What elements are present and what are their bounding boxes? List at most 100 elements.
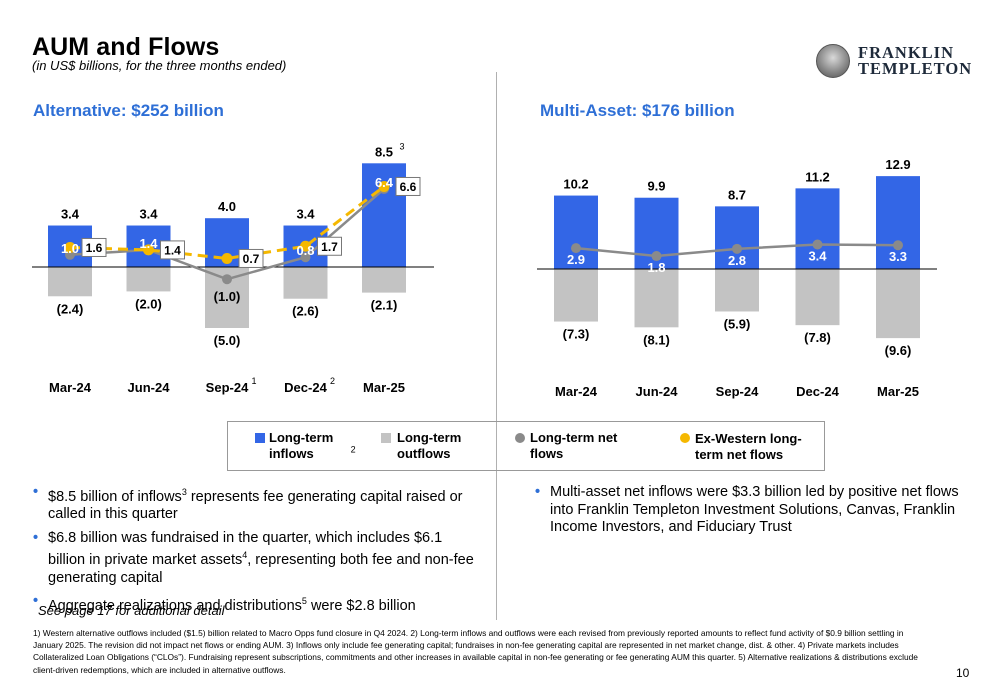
ex-western-flow-label: 0.7 — [243, 252, 260, 266]
legend-outflows-label: Long-term outflows — [397, 430, 462, 461]
panel-divider — [496, 72, 497, 620]
outflow-bar — [715, 269, 759, 312]
outflow-value-label: (2.6) — [292, 304, 319, 319]
logo-wordmark: FRANKLIN TEMPLETON — [858, 43, 973, 78]
x-tick-label: Jun-24 — [636, 384, 679, 399]
footnote-superscript: 3 — [399, 141, 404, 151]
net-flow-label: 1.4 — [139, 236, 158, 251]
bullet-item: Multi-asset net inflows were $3.3 billio… — [535, 484, 975, 537]
inflow-value-label: 8.5 — [375, 144, 393, 159]
footnotes: 1) Western alternative outflows included… — [33, 628, 918, 675]
x-tick-label: Dec-24 — [796, 384, 839, 399]
net-flow-label: 6.4 — [375, 175, 394, 190]
bullet-item: $6.8 billion was fundraised in the quart… — [33, 530, 483, 587]
alternative-flows-chart: 1.0 1.4 0.8 6.4 (1.0) 1.6 1.4 0.7 1.7 6.6 3.4 3.4 4.… — [32, 141, 434, 395]
ex-western-flow-point — [143, 244, 154, 256]
outflow-bar — [554, 269, 598, 322]
net-flow-point — [222, 274, 232, 285]
net-flow-point — [300, 252, 311, 263]
outflow-value-label: (5.9) — [724, 316, 751, 331]
alternative-chart-title: Alternative: $252 billion — [33, 101, 224, 120]
ex-western-flow-label: 6.6 — [400, 180, 417, 194]
outflow-value-label: (5.0) — [214, 333, 241, 348]
net-flow-point — [651, 251, 662, 262]
inflow-value-label: 3.4 — [61, 207, 80, 222]
inflow-value-label: 12.9 — [885, 157, 910, 172]
outflow-bar — [634, 269, 679, 328]
logo-line-2: TEMPLETON — [858, 59, 973, 78]
franklin-portrait-icon — [816, 44, 850, 78]
inflow-value-label: 10.2 — [563, 177, 588, 192]
outflow-value-label: (2.0) — [135, 296, 162, 311]
multi-asset-chart-title: Multi-Asset: $176 billion — [540, 101, 735, 120]
inflow-bar — [715, 206, 759, 269]
outflow-value-label: (7.8) — [804, 330, 831, 345]
outflow-value-label: (9.6) — [885, 343, 912, 358]
inflow-value-label: 9.9 — [647, 179, 665, 194]
inflow-value-label: 3.4 — [296, 207, 315, 222]
net-flow-label: 2.8 — [728, 253, 746, 268]
franklin-templeton-logo: FRANKLIN TEMPLETON — [816, 44, 974, 78]
ex-western-flow-point — [300, 240, 311, 252]
x-tick-label: Jun-24 — [128, 380, 171, 395]
ex-western-flow-label: 1.4 — [164, 243, 181, 257]
inflow-value-label: 4.0 — [218, 199, 236, 214]
net-flow-label: 1.8 — [647, 260, 665, 275]
outflow-bar — [795, 269, 840, 326]
ex-western-label-box — [317, 236, 342, 256]
bullet-item: $8.5 billion of inflows3 represents fee … — [33, 484, 483, 524]
page-subtitle: (in US$ billions, for the three months e… — [32, 58, 287, 73]
ex-western-flow-label: 1.6 — [86, 241, 103, 255]
ex-western-label-box — [81, 237, 107, 257]
legend-ex-western-swatch — [680, 433, 690, 443]
net-flow-point — [732, 243, 742, 254]
outflow-bar — [876, 269, 920, 339]
ex-western-flow-label: 1.7 — [321, 240, 338, 254]
ex-western-label-box — [395, 176, 421, 196]
x-tick-label: Mar-24 — [49, 380, 92, 395]
net-flow-label: (1.0) — [214, 289, 241, 304]
legend-outflows-swatch — [381, 433, 391, 443]
page-title: AUM and Flows — [32, 33, 220, 61]
x-tick-label: Sep-24 — [206, 380, 249, 395]
x-tick-label: Dec-24 — [284, 380, 327, 395]
outflow-bar — [362, 267, 406, 293]
multi-asset-bullets: Multi-asset net inflows were $3.3 billio… — [535, 484, 975, 543]
inflow-bar — [876, 176, 920, 269]
ex-western-flow-point — [378, 180, 390, 192]
net-flow-point — [571, 243, 581, 254]
legend-inflows-swatch — [255, 433, 265, 443]
outflow-bar — [126, 267, 171, 292]
chart-legend: Long-term inflows 2 Long-term outflows L… — [227, 421, 825, 471]
ex-western-flow-point — [221, 252, 233, 264]
ex-western-flow-line — [69, 185, 385, 260]
see-page-note: See page 17 for additional detail — [38, 603, 225, 618]
x-tick-label: Mar-25 — [363, 380, 405, 395]
net-flow-label: 2.9 — [567, 252, 585, 267]
net-flow-label: 1.0 — [61, 241, 79, 256]
bullet-item: Aggregate realizations and distributions… — [33, 593, 483, 615]
legend-net-swatch — [515, 433, 525, 443]
net-flow-point — [893, 240, 903, 251]
outflow-value-label: (2.4) — [57, 301, 84, 316]
alternative-bullets: $8.5 billion of inflows3 represents fee … — [33, 484, 483, 621]
net-flow-label: 3.4 — [808, 249, 827, 264]
outflow-bar — [283, 267, 328, 299]
inflow-bar — [795, 188, 840, 269]
legend-ex-western-label: Ex-Western long-term net flows — [695, 431, 802, 462]
inflow-bar — [554, 195, 598, 269]
net-flow-point — [812, 239, 823, 250]
outflow-value-label: (2.1) — [371, 298, 398, 313]
page-number: 10 — [956, 666, 970, 680]
legend-net-label: Long-term net flows — [530, 430, 618, 461]
outflow-bar — [48, 267, 92, 297]
ex-western-label-box — [238, 248, 264, 268]
legend-inflows-label: Long-term inflows 2 — [269, 430, 356, 461]
logo-line-1: FRANKLIN — [858, 43, 955, 62]
ex-western-label-box — [160, 240, 185, 260]
inflow-value-label: 8.7 — [728, 187, 746, 202]
outflow-value-label: (7.3) — [563, 327, 590, 342]
outflow-value-label: (8.1) — [643, 332, 670, 347]
inflow-value-label: 11.2 — [805, 169, 830, 184]
inflow-value-label: 3.4 — [139, 207, 158, 222]
